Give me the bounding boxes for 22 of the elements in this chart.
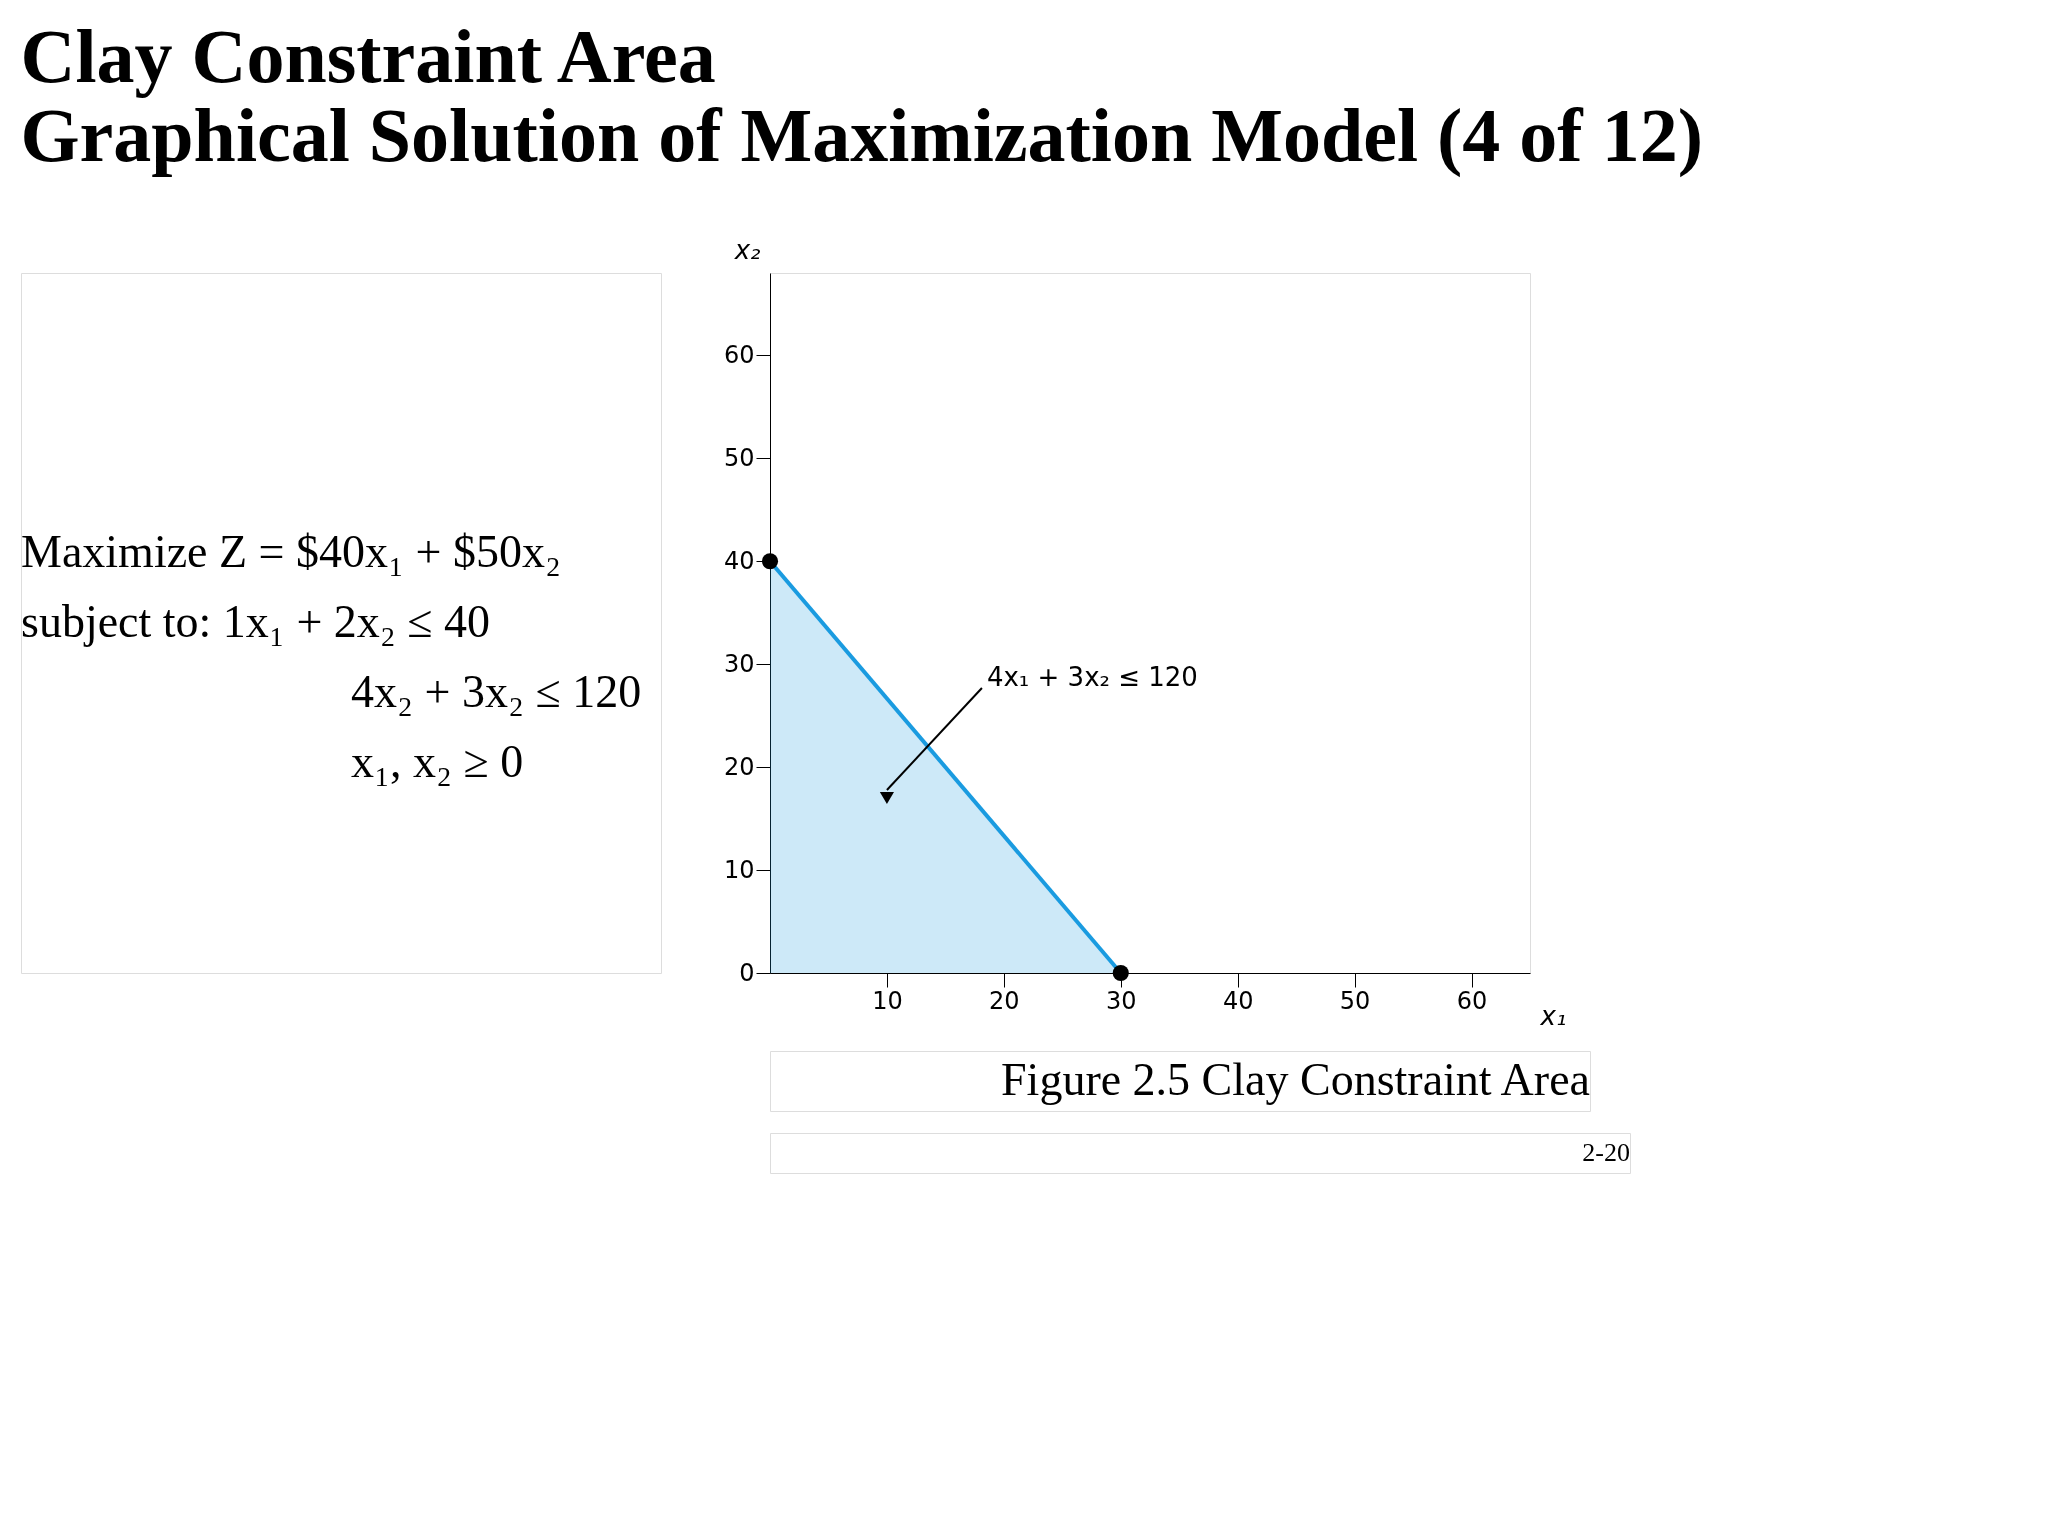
y-tick-label: 40: [723, 546, 755, 575]
y-axis-title: x₂: [733, 234, 761, 265]
x-tick-label: 60: [1456, 986, 1488, 1015]
y-tick-label: 20: [723, 752, 755, 781]
y-tick-label: 30: [723, 649, 755, 678]
text: subject to: 1x₁ + 2x₂ ≤ 40: [21, 596, 491, 647]
text: x₁, x₂ ≥ 0: [351, 736, 524, 787]
text: 2-20: [1582, 1138, 1630, 1167]
y-tick-label: 60: [723, 340, 755, 369]
x-axis-title: x₁: [1539, 1000, 1567, 1031]
annotation: 4x₁ + 3x₂ ≤ 120: [986, 662, 1198, 692]
y-tick-label: 10: [723, 855, 755, 884]
caption: Figure 2.5 Clay Constraint Area: [1001, 1054, 1590, 1105]
x-tick-label: 50: [1339, 986, 1371, 1015]
y-tick-label: 50: [723, 443, 755, 472]
y-tick-label: 0: [739, 958, 755, 987]
x-tick-label: 10: [872, 986, 903, 1015]
text: Maximize Z = $40x₁ + $50x₂: [21, 526, 562, 577]
x-tick-label: 30: [1106, 986, 1137, 1015]
x-tick-label: 20: [989, 986, 1020, 1015]
x-tick-label: 40: [1222, 986, 1254, 1015]
text: 4x₂ + 3x₂ ≤ 120: [351, 666, 642, 717]
